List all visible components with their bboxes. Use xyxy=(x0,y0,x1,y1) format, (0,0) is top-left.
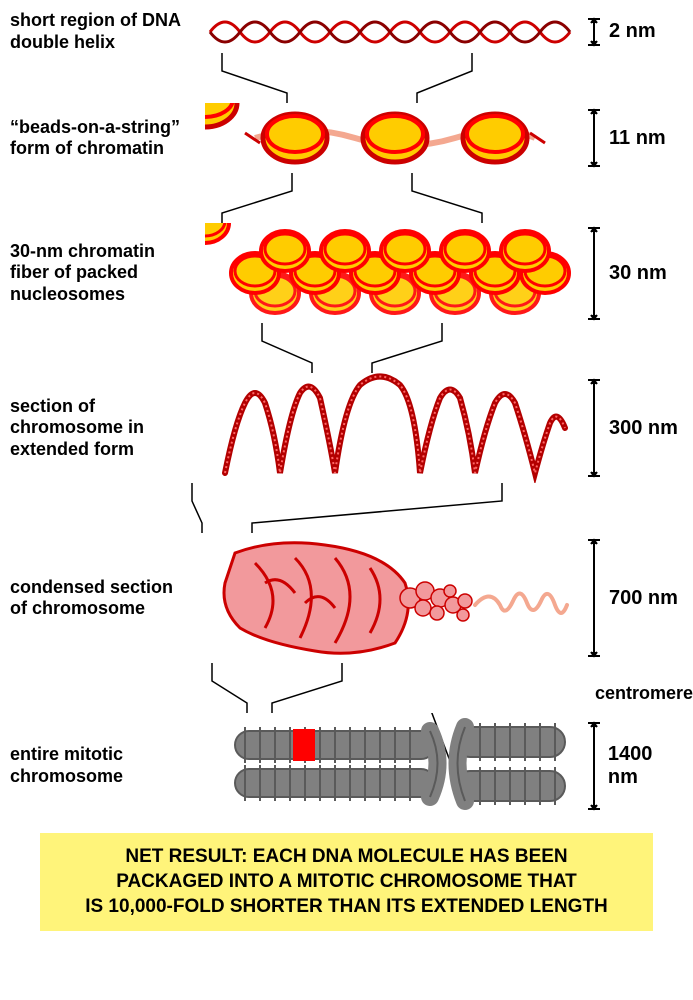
connector-1 xyxy=(10,53,683,103)
footer-line-2: PACKAGED INTO A MITOTIC CHROMOSOME THAT xyxy=(64,870,629,895)
footer-line-3: IS 10,000-FOLD SHORTER THAN ITS EXTENDED… xyxy=(64,895,629,920)
size-helix-text: 2 nm xyxy=(609,20,656,43)
size-loops: 300 nm xyxy=(585,378,683,478)
size-helix: 2 nm xyxy=(585,17,683,47)
connector-3 xyxy=(10,323,683,373)
row-condensed: condensed section of chromosome 700 nm xyxy=(10,533,683,663)
size-beads-text: 11 nm xyxy=(609,127,666,150)
size-chromosome-text: 1400 nm xyxy=(608,743,683,789)
centromere-label: centromere xyxy=(595,683,693,704)
label-chromosome: entire mitotic chromosome xyxy=(10,744,195,787)
size-fiber: 30 nm xyxy=(585,226,683,321)
graphic-beads xyxy=(205,103,575,173)
row-loops: section of chromosome in extended form 3… xyxy=(10,373,683,483)
label-loops: section of chromosome in extended form xyxy=(10,396,195,461)
size-loops-text: 300 nm xyxy=(609,417,678,440)
graphic-fiber xyxy=(205,223,575,323)
row-dna-helix: short region of DNA double helix 2 nm xyxy=(10,10,683,53)
graphic-condensed xyxy=(205,533,575,663)
label-beads: “beads-on-a-string” form of chromatin xyxy=(10,117,195,160)
row-beads: “beads-on-a-string” form of chromatin 11… xyxy=(10,103,683,173)
size-condensed-text: 700 nm xyxy=(609,587,678,610)
label-helix: short region of DNA double helix xyxy=(10,10,195,53)
size-chromosome: 1400 nm xyxy=(585,721,683,811)
footer-result: NET RESULT: EACH DNA MOLECULE HAS BEEN P… xyxy=(40,833,653,931)
footer-line-1: NET RESULT: EACH DNA MOLECULE HAS BEEN xyxy=(64,845,629,870)
connector-5 xyxy=(10,663,683,713)
graphic-loops xyxy=(205,373,575,483)
label-fiber: 30-nm chromatin fiber of packed nucleoso… xyxy=(10,241,195,306)
size-condensed: 700 nm xyxy=(585,538,683,658)
label-condensed: condensed section of chromosome xyxy=(10,577,195,620)
connector-4 xyxy=(10,483,683,533)
connector-2 xyxy=(10,173,683,223)
size-beads: 11 nm xyxy=(585,108,683,168)
graphic-helix xyxy=(205,12,575,52)
graphic-chromosome: centromere xyxy=(205,713,575,818)
row-chromosome: entire mitotic chromosome centromere xyxy=(10,713,683,818)
row-fiber: 30-nm chromatin fiber of packed nucleoso… xyxy=(10,223,683,323)
size-fiber-text: 30 nm xyxy=(609,262,667,285)
